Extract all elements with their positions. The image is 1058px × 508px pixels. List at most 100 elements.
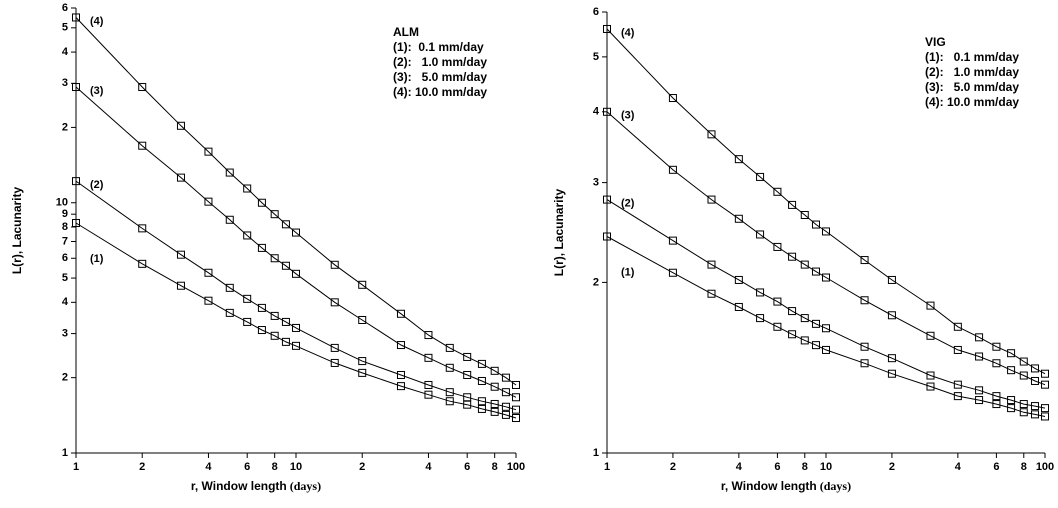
data-point [396, 370, 405, 379]
x-axis-label-text: r, Window length [721, 479, 817, 493]
data-point [501, 373, 510, 382]
data-point [603, 107, 611, 116]
y-axis-label: L(r), Lacunarity [10, 187, 24, 275]
data-point [975, 352, 984, 361]
series-line [75, 86, 517, 398]
y-tick-label: 6 [593, 6, 599, 18]
data-point [330, 298, 339, 307]
x-tick-label: 1 [604, 461, 610, 473]
data-point [800, 210, 809, 219]
data-point [204, 197, 213, 206]
data-point [1030, 376, 1039, 385]
data-point [477, 397, 486, 406]
x-tick-label: 8 [492, 461, 498, 473]
data-point [1041, 380, 1049, 389]
x-tick-label: 1 [73, 461, 79, 473]
data-point [396, 341, 405, 350]
legend-entry: (3): 5.0 mm/day [925, 80, 1019, 94]
data-point [490, 407, 499, 416]
y-tick-label: 4 [593, 106, 600, 118]
y-tick-label: 4 [62, 296, 69, 308]
data-point [603, 195, 611, 204]
data-point [204, 268, 213, 277]
data-point [788, 330, 797, 339]
x-tick-label: 10 [820, 461, 832, 473]
data-point [463, 370, 472, 379]
data-point [358, 368, 367, 377]
y-tick-label: 2 [62, 372, 68, 384]
y-tick-label: 5 [593, 51, 599, 63]
data-point [975, 386, 984, 395]
data-point [773, 187, 782, 196]
data-point [773, 297, 782, 306]
x-axis-label-unit: (days) [290, 479, 321, 493]
data-point [788, 307, 797, 316]
x-tick-label: 4 [425, 461, 432, 473]
data-point [281, 220, 290, 229]
data-point [490, 382, 499, 391]
data-point [811, 220, 820, 229]
data-point [887, 275, 896, 284]
y-tick-label: 8 [62, 221, 68, 233]
data-point [800, 336, 809, 345]
series-label: (4) [621, 27, 635, 39]
y-tick-label: 7 [62, 235, 68, 247]
data-point [603, 232, 611, 241]
x-tick-label: 100 [1036, 461, 1054, 473]
legend-entry: (4): 10.0 mm/day [393, 85, 487, 99]
data-point [926, 371, 935, 380]
data-point [860, 359, 869, 368]
data-point [176, 250, 185, 259]
data-point [800, 314, 809, 323]
data-point [292, 341, 300, 350]
data-point [243, 294, 252, 303]
data-point [822, 324, 830, 333]
x-tick-label: 2 [889, 461, 895, 473]
data-point [668, 236, 677, 245]
data-point [330, 358, 339, 367]
x-tick-label: 8 [272, 461, 278, 473]
data-point [501, 410, 510, 419]
data-point [668, 94, 677, 103]
data-point [330, 260, 339, 269]
data-point [138, 224, 147, 233]
data-point [1030, 364, 1039, 373]
series-line [606, 236, 1046, 417]
data-point [822, 227, 830, 236]
data-point [270, 331, 279, 340]
data-point [756, 172, 765, 181]
data-point [138, 83, 147, 92]
y-axis-label: L(r), Lacunarity [552, 189, 566, 277]
data-point [424, 331, 433, 340]
y-tick-label: 3 [593, 177, 599, 189]
data-point [773, 322, 782, 331]
data-point [281, 317, 290, 326]
legend-entry: (1): 0.1 mm/day [925, 50, 1019, 64]
x-axis-label-unit: (days) [820, 479, 851, 493]
data-point [512, 405, 520, 414]
x-tick-label: 10 [290, 461, 302, 473]
data-point [358, 280, 367, 289]
legend-title: ALM [393, 25, 419, 39]
series-line [75, 180, 517, 411]
x-tick-label: 2 [670, 461, 676, 473]
data-point [512, 393, 520, 402]
data-point [138, 141, 147, 150]
data-point [734, 155, 743, 164]
data-point [887, 354, 896, 363]
data-point [788, 200, 797, 209]
data-point [1041, 412, 1049, 421]
data-point [424, 353, 433, 362]
series-label: (2) [90, 179, 104, 191]
y-tick-label: 9 [62, 208, 68, 220]
data-point [396, 382, 405, 391]
data-point [1041, 369, 1049, 378]
data-point [1030, 410, 1039, 419]
data-point [811, 341, 820, 350]
data-point [463, 352, 472, 361]
data-point [734, 214, 743, 223]
data-point [72, 177, 80, 186]
data-point [292, 323, 300, 332]
y-tick-label: 6 [62, 2, 68, 14]
